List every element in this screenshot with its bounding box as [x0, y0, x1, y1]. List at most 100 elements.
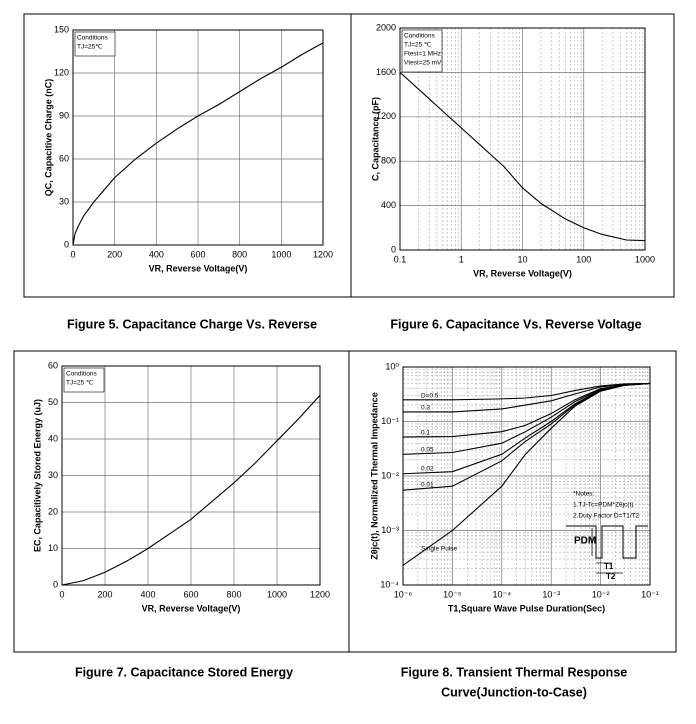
pulse-waveform: [566, 525, 648, 559]
series-label: 0.1: [421, 430, 430, 437]
x-tick-label: 800: [226, 589, 241, 599]
y-tick-label: 0: [64, 239, 69, 249]
x-tick-label: 10⁻⁴: [492, 589, 511, 599]
x-tick-label: 10⁻⁵: [443, 589, 462, 599]
figure-caption: Figure 5. Capacitance Charge Vs. Reverse: [67, 317, 317, 331]
x-tick-label: 10⁻³: [542, 589, 560, 599]
y-tick-label: 10: [48, 543, 58, 553]
x-tick-label: 1000: [271, 249, 291, 259]
conditions-text: Conditions: [77, 35, 108, 42]
y-tick-label: 400: [381, 200, 396, 210]
conditions-box: [63, 367, 105, 393]
y-tick-label: 800: [381, 156, 396, 166]
y-tick-label: 50: [48, 397, 58, 407]
x-tick-label: 1: [459, 254, 464, 264]
plot-frame: [399, 27, 646, 251]
data-line: [403, 382, 651, 401]
y-tick-label: 10⁻⁴: [380, 579, 399, 589]
x-tick-label: 10⁻¹: [641, 589, 659, 599]
x-tick-label: 10: [517, 254, 527, 264]
x-tick-label: 0: [59, 589, 64, 599]
x-axis-label: VR, Reverse Voltage(V): [473, 268, 572, 278]
y-tick-label: 0: [391, 244, 396, 254]
data-line: [402, 382, 651, 475]
x-tick-label: 1000: [267, 589, 287, 599]
x-tick-label: 800: [232, 249, 247, 259]
plot-frame: [402, 366, 651, 586]
x-tick-label: 1000: [635, 254, 655, 264]
y-tick-label: 60: [59, 153, 69, 163]
y-tick-label: 30: [59, 196, 69, 206]
x-tick-label: 10⁻²: [592, 589, 610, 599]
x-tick-label: 10⁻⁶: [394, 589, 413, 599]
diagram-label: T2: [606, 572, 616, 581]
x-tick-label: 400: [140, 589, 155, 599]
x-tick-label: 0: [70, 249, 75, 259]
series-label: D=0.5: [421, 393, 439, 400]
y-tick-label: 2000: [376, 22, 396, 32]
conditions-text: Vtest=25 mV: [404, 60, 442, 67]
plot-frame: [61, 365, 321, 586]
figure-caption: Figure 8. Transient Thermal Response: [401, 665, 628, 679]
y-tick-label: 20: [48, 506, 58, 516]
series-label: 0.3: [421, 405, 430, 412]
conditions-text: Conditions: [66, 371, 97, 378]
note-text: *Notes:: [573, 491, 595, 498]
diagram-label: PDM: [574, 536, 596, 547]
x-tick-label: 400: [149, 249, 164, 259]
x-tick-label: 100: [576, 254, 591, 264]
conditions-text: TJ=25 ℃: [404, 42, 432, 49]
data-line: [399, 71, 646, 242]
y-axis-label: Zθjc(t), Normalized Thermal Impedance: [369, 392, 379, 559]
x-axis-label: T1,Square Wave Pulse Duration(Sec): [448, 603, 605, 613]
series-label: 0.02: [421, 466, 434, 473]
x-tick-label: 1200: [310, 589, 330, 599]
note-text: 2.Duty Factor D=T1/T2: [573, 513, 640, 520]
x-tick-label: 600: [183, 589, 198, 599]
y-tick-label: 1200: [376, 111, 396, 121]
y-tick-label: 1600: [376, 67, 396, 77]
x-tick-label: 600: [190, 249, 205, 259]
data-line: [61, 394, 321, 586]
figure-caption: Curve(Junction-to-Case): [441, 685, 587, 699]
conditions-text: Conditions: [404, 33, 435, 40]
diagram-label: T1: [604, 562, 614, 571]
y-tick-label: 10⁻¹: [381, 416, 399, 426]
y-tick-label: 90: [59, 110, 69, 120]
x-axis-label: VR, Reverse Voltage(V): [149, 263, 248, 273]
series-label: 0.01: [421, 481, 434, 488]
x-tick-label: 200: [107, 249, 122, 259]
conditions-text: Ftest=1 MHz: [404, 51, 441, 58]
y-tick-label: 0: [53, 579, 58, 589]
y-axis-label: EC, Capacitively Stored Energy (uJ): [32, 399, 42, 552]
data-line: [72, 42, 324, 246]
y-axis-label: QC, Capacitive Charge (nC): [43, 79, 53, 197]
y-tick-label: 150: [54, 24, 69, 34]
figure-frame: [350, 13, 675, 298]
y-tick-label: 60: [48, 360, 58, 370]
conditions-box: [401, 29, 443, 73]
x-tick-label: 0.1: [394, 254, 407, 264]
data-line: [403, 382, 651, 413]
x-tick-label: 200: [97, 589, 112, 599]
y-axis-label: C, Capacitance (pF): [370, 97, 380, 181]
figure-caption: Figure 6. Capacitance Vs. Reverse Voltag…: [390, 317, 641, 331]
y-tick-label: 10⁻²: [381, 470, 399, 480]
figure-caption: Figure 7. Capacitance Stored Energy: [75, 665, 293, 679]
y-tick-label: 40: [48, 433, 58, 443]
x-tick-label: 1200: [313, 249, 333, 259]
x-axis-label: VR, Reverse Voltage(V): [142, 603, 241, 613]
conditions-text: TJ=25 ℃: [66, 380, 94, 387]
y-tick-label: 120: [54, 67, 69, 77]
note-text: 1.TJ-Tc=PDM*Zθjc(t): [573, 502, 634, 509]
y-tick-label: 10⁰: [385, 361, 399, 371]
y-tick-label: 10⁻³: [381, 525, 399, 535]
conditions-text: TJ=25℃: [77, 44, 103, 51]
plot-frame: [72, 29, 324, 246]
data-line: [402, 382, 651, 455]
y-tick-label: 30: [48, 470, 58, 480]
series-label: Single Pulse: [421, 545, 458, 552]
data-line: [402, 382, 651, 438]
figure-frame: [348, 350, 677, 653]
